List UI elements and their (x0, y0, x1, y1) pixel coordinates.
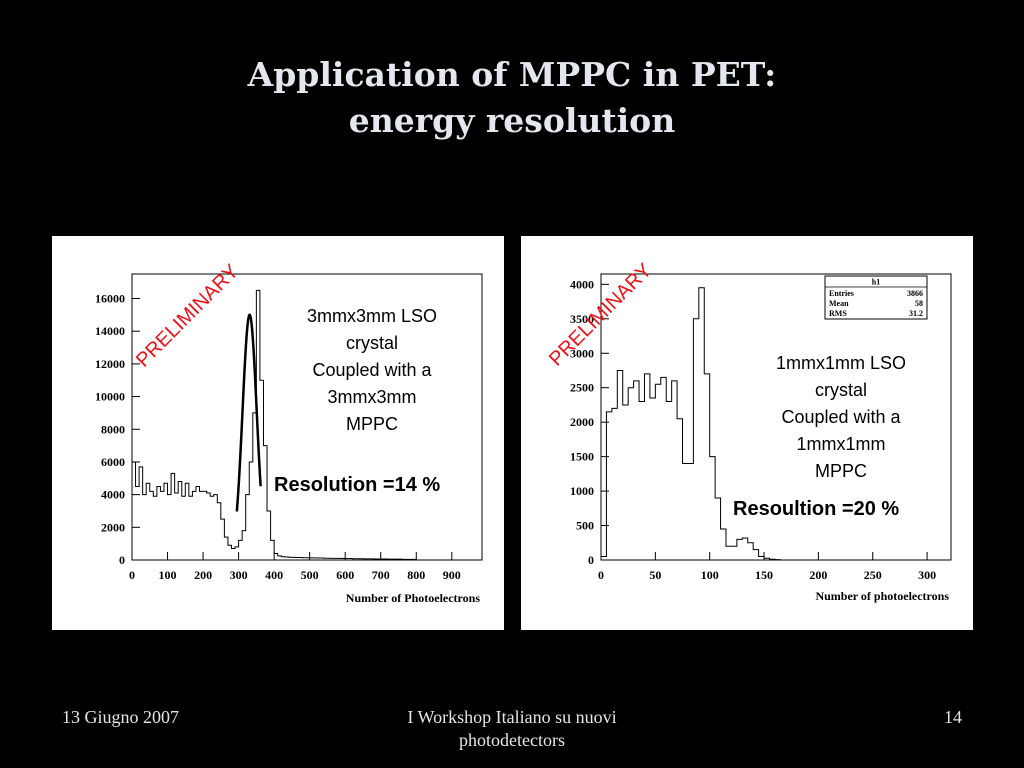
right-y-tick-label-1: 500 (576, 519, 594, 533)
left-y-tick-label-8: 16000 (95, 292, 125, 306)
right-y-tick-label-4: 2000 (570, 415, 594, 429)
stats-rms-value: 31.2 (909, 309, 923, 318)
left-x-tick-label-9: 900 (443, 568, 461, 582)
left-preliminary-watermark: PRELIMINARY (132, 260, 243, 371)
left-description: 3mmx3mm LSO crystal Coupled with a 3mmx3… (278, 303, 466, 438)
right-x-axis-title: Number of photoelectrons (815, 589, 949, 603)
right-x-tick-label-3: 150 (755, 568, 773, 582)
left-x-tick-label-0: 0 (129, 568, 135, 582)
stats-entries-value: 3866 (907, 289, 923, 298)
footer-center-line-1: I Workshop Italiano su nuovi (407, 707, 617, 727)
title-line-1: Application of MPPC in PET: (247, 55, 777, 94)
right-histogram-chart: 0 50 100 150 200 250 3000500100015002000250030… (545, 259, 952, 603)
right-x-tick-label-0: 0 (598, 568, 604, 582)
left-x-tick-label-8: 800 (407, 568, 425, 582)
left-x-tick-label-3: 300 (230, 568, 248, 582)
right-x-tick-label-6: 300 (918, 568, 936, 582)
right-x-tick-label-1: 50 (649, 568, 661, 582)
right-y-tick-label-6: 3000 (570, 346, 594, 360)
left-desc-line-1: 3mmx3mm LSO (306, 306, 438, 326)
right-y-tick-label-0: 0 (588, 553, 594, 567)
footer-page-number: 14 (944, 707, 962, 727)
left-y-tick-label-3: 6000 (101, 455, 125, 469)
right-y-tick-label-3: 1500 (570, 450, 594, 464)
left-x-tick-label-2: 200 (194, 568, 212, 582)
left-x-tick-label-6: 600 (336, 568, 354, 582)
right-desc-line-2: crystal (814, 380, 867, 400)
left-resolution-label: Resolution =14 % (274, 474, 441, 496)
right-desc-line-5: MPPC (814, 461, 867, 481)
left-y-tick-label-1: 2000 (101, 520, 125, 534)
right-description: 1mmx1mm LSO crystal Coupled with a 1mmx1… (743, 350, 939, 485)
right-histogram-line (600, 287, 949, 561)
footer-center: I Workshop Italiano su nuovi photodetect… (312, 706, 712, 752)
left-y-tick-label-2: 4000 (101, 488, 125, 502)
left-plot-frame (131, 273, 483, 561)
right-y-tick-label-7: 3500 (570, 312, 594, 326)
right-x-tick-label-2: 100 (701, 568, 719, 582)
left-y-tick-label-6: 12000 (95, 357, 125, 371)
left-histogram-chart: 0 100 200 300 400 500 600 700 800 900 0 2000 4000 600… (95, 260, 483, 605)
right-resolution-label: Resoultion =20 % (733, 498, 900, 520)
left-x-tick-label-1: 100 (159, 568, 177, 582)
footer-date: 13 Giugno 2007 (62, 707, 179, 727)
right-y-tick-label-5: 2500 (570, 381, 594, 395)
left-desc-line-5: MPPC (345, 414, 398, 434)
right-desc-line-3: Coupled with a (781, 407, 901, 427)
left-x-tick-label-7: 700 (372, 568, 390, 582)
stats-mean-value: 58 (915, 299, 923, 308)
right-y-tick-label-8: 4000 (570, 277, 594, 291)
right-desc-line-4: 1mmx1mm (796, 434, 886, 454)
left-x-tick-label-5: 500 (301, 568, 319, 582)
left-x-tick-label-4: 400 (265, 568, 283, 582)
left-desc-line-2: crystal (345, 333, 398, 353)
footer-center-line-2: photodetectors (459, 730, 565, 750)
left-x-axis-title: Number of Photoelectrons (346, 591, 481, 605)
stats-box-frame (824, 275, 928, 320)
left-desc-line-3: Coupled with a (312, 360, 432, 380)
stats-rms-label: RMS (829, 309, 847, 318)
right-x-tick-label-5: 250 (864, 568, 882, 582)
left-y-tick-label-5: 10000 (95, 390, 125, 404)
left-desc-line-4: 3mmx3mm (327, 387, 417, 407)
right-y-tick-label-2: 1000 (570, 484, 594, 498)
left-chart-panel: 0 100 200 300 400 500 600 700 800 900 0 2000 4000 600… (52, 236, 504, 630)
right-chart-panel: 0 50 100 150 200 250 300 0 500 1000 1500 2000 2500 30… (521, 236, 973, 630)
left-y-tick-label-0: 0 (119, 553, 125, 567)
left-y-tick-label-7: 14000 (95, 324, 125, 338)
stats-entries-label: Entries (829, 289, 854, 298)
right-x-tick-label-4: 200 (809, 568, 827, 582)
slide-title: Application of MPPC in PET: energy resol… (0, 52, 1024, 144)
left-y-tick-label-4: 8000 (101, 422, 125, 436)
stats-histogram-name: h1 (872, 278, 880, 287)
left-gaussian-fit (235, 313, 262, 512)
right-desc-line-1: 1mmx1mm LSO (775, 353, 907, 373)
title-line-2: energy resolution (348, 101, 676, 140)
stats-mean-label: Mean (829, 299, 849, 308)
right-stats-box: h1 Entries 3866 Mean 58 RMS 31.2 (824, 275, 928, 320)
